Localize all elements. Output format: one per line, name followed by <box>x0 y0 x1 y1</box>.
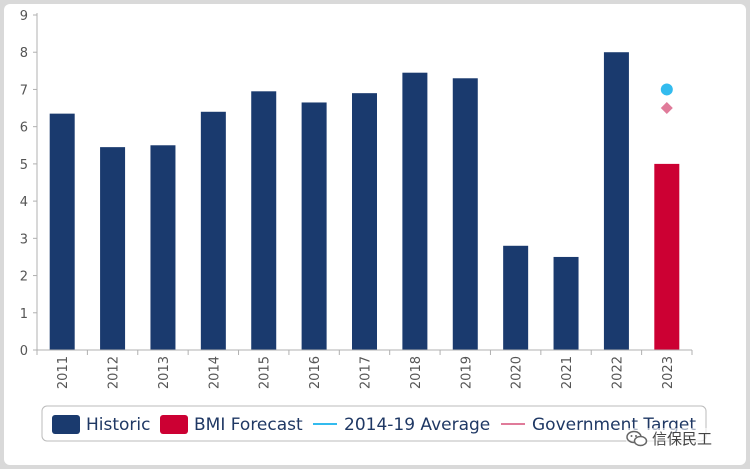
x-tick-label: 2023 <box>661 356 676 389</box>
y-tick-label: 7 <box>20 83 28 98</box>
x-tick-label: 2020 <box>510 356 525 389</box>
bars <box>49 52 680 351</box>
bar-historic-2020 <box>503 245 529 350</box>
bar-historic-2017 <box>352 93 377 351</box>
legend-label: Historic <box>86 415 151 435</box>
x-tick-label: 2014 <box>207 356 222 389</box>
legend-label: BMI Forecast <box>194 415 303 435</box>
y-tick-label: 3 <box>20 232 28 247</box>
legend-swatch <box>160 415 188 434</box>
bar-historic-2018 <box>402 72 428 350</box>
bar-historic-2014 <box>200 111 226 351</box>
y-tick-label: 4 <box>20 195 28 210</box>
x-tick-label: 2011 <box>56 356 71 389</box>
marker-government-target <box>660 102 673 115</box>
bar-historic-2021 <box>553 256 579 350</box>
legend-swatch <box>52 415 80 434</box>
x-tick-label: 2013 <box>157 356 172 389</box>
y-axis: 0 1 2 3 4 5 6 7 8 9 <box>20 9 38 359</box>
bar-historic-2012 <box>100 147 126 350</box>
bar-historic-2016 <box>301 102 327 350</box>
bar-historic-2019 <box>452 78 478 351</box>
bar-historic-2013 <box>150 145 176 350</box>
bar-bmi-forecast-2023 <box>654 163 680 350</box>
y-tick-label: 1 <box>20 307 28 322</box>
x-axis: 2011 2012 2013 2014 2015 2016 2017 2018 2019 2020… <box>36 349 693 389</box>
bar-historic-2011 <box>49 113 75 350</box>
wechat-icon <box>626 430 648 446</box>
y-tick-label: 6 <box>20 121 28 136</box>
legend-item-2014-19-average: 2014-19 Average <box>313 415 490 435</box>
watermark: 信保民工 <box>626 428 713 449</box>
legend-item-historic: Historic <box>52 415 151 435</box>
y-tick-label: 8 <box>20 46 28 61</box>
legend-label: 2014-19 Average <box>344 415 490 435</box>
legend-box <box>41 405 707 442</box>
x-tick-label: 2016 <box>308 356 323 389</box>
x-tick-label: 2015 <box>258 356 273 389</box>
legend-item-bmi-forecast: BMI Forecast <box>160 415 303 435</box>
x-tick-label: 2012 <box>107 356 122 389</box>
x-tick-label: 2021 <box>560 356 575 389</box>
y-tick-label: 2 <box>20 270 28 285</box>
y-tick-label: 5 <box>20 158 28 173</box>
x-tick-label: 2017 <box>359 356 374 389</box>
x-tick-label: 2022 <box>610 356 625 389</box>
bar-historic-2015 <box>251 91 277 351</box>
legend: Historic BMI Forecast 2014-19 Average Gover… <box>41 405 707 442</box>
marker-2014-19-average <box>660 83 673 96</box>
bar-historic-2022 <box>603 52 629 350</box>
x-tick-label: 2018 <box>409 356 424 389</box>
markers <box>660 83 673 115</box>
watermark-text: 信保民工 <box>652 430 713 448</box>
y-tick-label: 9 <box>20 9 28 24</box>
x-tick-label: 2019 <box>459 356 474 389</box>
y-tick-label: 0 <box>20 344 28 359</box>
